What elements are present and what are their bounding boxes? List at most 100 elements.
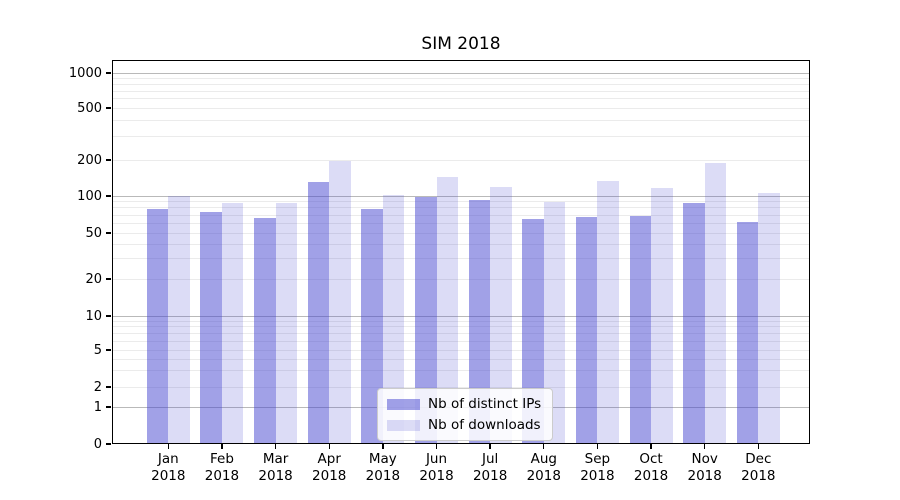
bar-downloads-may xyxy=(382,194,405,444)
bar-downloads-feb xyxy=(221,202,244,444)
gridline-minor xyxy=(112,332,810,334)
legend-label-distinct-ips: Nb of distinct IPs xyxy=(428,396,542,412)
bar-ips-sep xyxy=(575,216,598,444)
x-tick-label: Jul 2018 xyxy=(472,451,508,484)
y-tick-mark xyxy=(106,315,111,317)
gridline-minor xyxy=(112,120,810,122)
y-tick-mark xyxy=(106,349,111,351)
bar-ips-oct xyxy=(629,215,652,444)
y-tick-mark xyxy=(106,72,111,74)
gridline-minor xyxy=(112,214,810,216)
bar-downloads-mar xyxy=(275,202,298,444)
bar-downloads-nov xyxy=(704,163,727,444)
bar-ips-apr xyxy=(307,182,330,444)
y-tick-label: 10 xyxy=(85,308,102,324)
x-tick-label: Dec 2018 xyxy=(741,451,776,484)
bar-downloads-aug xyxy=(543,201,566,444)
x-tick-label: Jan 2018 xyxy=(151,451,186,484)
bar-ips-dec xyxy=(736,221,759,444)
bar-ips-nov xyxy=(683,203,705,444)
bar-downloads-sep xyxy=(597,181,619,444)
x-tick-label: Apr 2018 xyxy=(312,451,347,484)
x-tick-label: Sep 2018 xyxy=(580,451,615,484)
gridline-minor xyxy=(112,258,810,260)
y-tick-mark xyxy=(106,406,111,408)
x-tick-mark xyxy=(543,444,545,449)
gridline-minor xyxy=(112,358,810,360)
y-tick-label: 0 xyxy=(93,436,102,452)
y-tick-label: 200 xyxy=(77,152,102,168)
bar-ips-feb xyxy=(200,212,222,444)
chart-title: SIM 2018 xyxy=(421,34,501,54)
gridline-minor xyxy=(112,326,810,328)
x-tick-mark xyxy=(274,444,277,449)
x-tick-mark xyxy=(650,444,652,449)
gridline-minor xyxy=(112,201,810,203)
x-tick-mark xyxy=(704,444,706,449)
x-tick-label: May 2018 xyxy=(365,451,401,484)
y-tick-label: 100 xyxy=(77,188,102,204)
x-tick-mark xyxy=(382,444,384,449)
bar-ips-jul xyxy=(468,199,491,444)
gridline-minor xyxy=(112,320,810,322)
gridline-major xyxy=(112,195,810,197)
bar-downloads-oct xyxy=(651,188,673,444)
gridline-minor xyxy=(112,243,810,245)
gridline-minor xyxy=(112,370,810,372)
bar-ips-jun xyxy=(415,196,437,444)
gridline-major xyxy=(112,72,810,74)
bar-downloads-jul xyxy=(490,187,512,444)
legend: Nb of distinct IPs Nb of downloads xyxy=(377,388,554,441)
y-tick-label: 20 xyxy=(85,271,102,287)
bar-ips-aug xyxy=(522,218,544,444)
y-tick-label: 50 xyxy=(85,225,102,241)
x-tick-mark xyxy=(167,444,169,449)
bar-downloads-apr xyxy=(329,161,351,444)
y-tick-label: 1000 xyxy=(68,65,102,81)
y-tick-mark xyxy=(106,386,111,388)
x-tick-label: Nov 2018 xyxy=(687,451,722,484)
gridline-minor xyxy=(112,98,810,100)
y-tick-mark xyxy=(106,232,111,234)
gridline-minor xyxy=(112,107,810,109)
gridline-minor xyxy=(112,83,810,85)
y-tick-mark xyxy=(106,278,111,280)
legend-item-distinct-ips: Nb of distinct IPs xyxy=(387,396,541,412)
x-tick-mark xyxy=(328,444,330,449)
gridline-minor xyxy=(112,159,810,161)
gridline-minor xyxy=(112,77,810,79)
x-tick-label: Feb 2018 xyxy=(204,451,240,484)
bar-ips-mar xyxy=(254,218,276,444)
x-tick-mark xyxy=(489,444,491,449)
y-tick-mark xyxy=(106,107,111,109)
x-tick-label: Mar 2018 xyxy=(258,451,293,484)
legend-swatch-distinct-ips xyxy=(387,398,420,410)
gridline-minor xyxy=(112,340,810,342)
y-tick-label: 2 xyxy=(93,379,102,395)
bar-downloads-jan xyxy=(168,196,190,444)
gridline-minor xyxy=(112,232,810,234)
x-tick-mark xyxy=(596,444,599,449)
x-tick-label: Jun 2018 xyxy=(419,451,454,484)
y-tick-mark xyxy=(106,443,111,445)
plot-area xyxy=(112,60,810,444)
gridline-minor xyxy=(112,207,810,209)
legend-item-downloads: Nb of downloads xyxy=(387,417,541,433)
x-tick-label: Aug 2018 xyxy=(526,451,561,484)
x-tick-mark xyxy=(757,444,760,449)
gridline-minor xyxy=(112,222,810,224)
gridline-minor xyxy=(112,278,810,280)
y-tick-mark xyxy=(106,195,111,197)
gridline-minor xyxy=(112,136,810,138)
legend-swatch-downloads xyxy=(387,419,420,431)
bar-ips-may xyxy=(361,209,383,444)
gridline-minor xyxy=(112,90,810,92)
y-tick-label: 1 xyxy=(93,399,102,415)
legend-label-downloads: Nb of downloads xyxy=(428,417,541,433)
x-tick-mark xyxy=(221,444,223,449)
bar-downloads-dec xyxy=(758,193,780,444)
y-tick-label: 5 xyxy=(93,342,102,358)
gridline-minor xyxy=(112,349,810,351)
x-tick-label: Oct 2018 xyxy=(633,451,669,484)
